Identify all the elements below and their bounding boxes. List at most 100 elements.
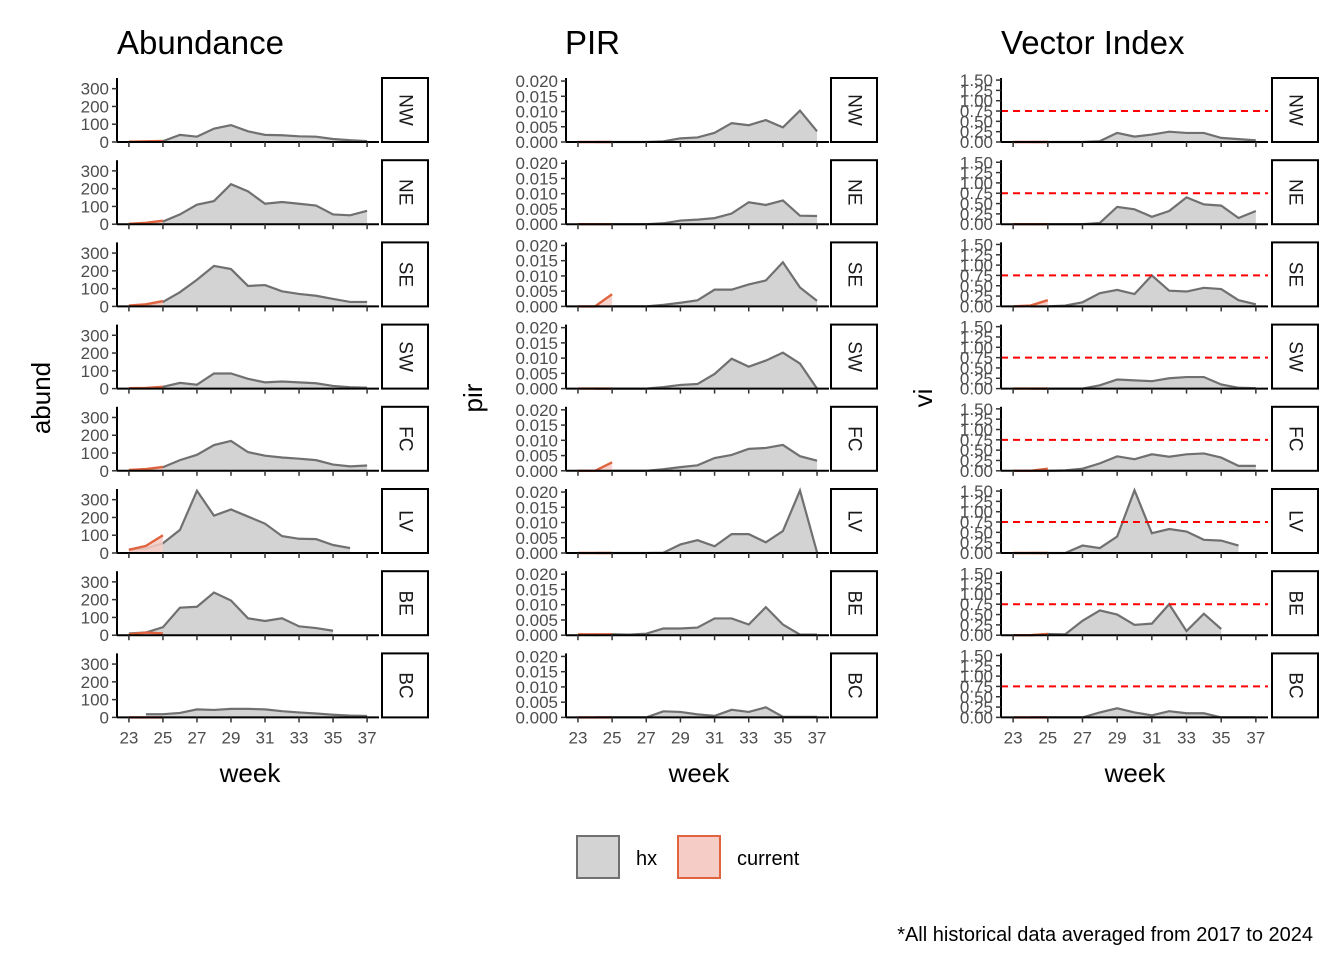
x-tick-label: 33 [739, 728, 758, 747]
y-tick-label: 0.005 [515, 447, 558, 466]
y-tick-label: 0.015 [515, 498, 558, 517]
y-tick-label: 200 [81, 180, 109, 199]
hx-area [1030, 377, 1256, 389]
y-tick-label: 0.50 [960, 688, 993, 707]
y-tick-label: 1.50 [960, 318, 993, 337]
legend: hx current [576, 835, 800, 879]
y-tick-label: 0.25 [960, 451, 993, 470]
y-tick-label: 1.25 [960, 246, 993, 265]
y-tick-label: 100 [81, 608, 109, 627]
y-tick-label: 0.25 [960, 369, 993, 388]
facet-label-nw: NW [844, 94, 865, 126]
y-tick-label: 100 [81, 197, 109, 216]
y-tick-label: 1.25 [960, 164, 993, 183]
facet-strip [830, 241, 878, 308]
y-tick-label: 0.25 [960, 123, 993, 142]
y-tick-label: 1.25 [960, 410, 993, 429]
x-tick-label: 29 [222, 728, 241, 747]
facet-label-nw: NW [395, 94, 416, 126]
y-tick-label: 0.000 [515, 626, 558, 645]
abundance-x-axis-title: week [219, 758, 282, 788]
y-tick-label: 200 [81, 344, 109, 363]
x-tick-label: 31 [256, 728, 275, 747]
hx-area [1030, 197, 1256, 225]
y-tick-label: 0.50 [960, 606, 993, 625]
panels-layer: 0100200300NW0100200300NE0100200300SE0100… [81, 71, 1319, 747]
y-tick-label: 300 [81, 573, 109, 592]
y-tick-label: 0.50 [960, 277, 993, 296]
y-tick-label: 300 [81, 491, 109, 510]
y-tick-label: 300 [81, 326, 109, 345]
x-tick-label: 23 [568, 728, 587, 747]
y-tick-label: 0.00 [960, 133, 993, 152]
hx-area [595, 707, 818, 718]
x-tick-label: 25 [603, 728, 622, 747]
y-tick-label: 0.010 [515, 596, 558, 615]
y-tick-label: 0.25 [960, 698, 993, 717]
facet-strip [381, 488, 429, 554]
facet-strip [1271, 405, 1319, 472]
current-line [128, 299, 164, 307]
y-tick-label: 0.010 [515, 349, 558, 368]
y-tick-label: 0 [100, 708, 109, 727]
legend-swatch-hx [576, 835, 620, 879]
y-tick-label: 0.000 [515, 133, 558, 152]
y-tick-label: 0.25 [960, 616, 993, 635]
y-tick-label: 0.000 [515, 462, 558, 481]
y-tick-label: 0.25 [960, 205, 993, 224]
y-tick-label: 1.00 [960, 585, 993, 604]
y-tick-label: 0.020 [515, 236, 558, 255]
y-tick-label: 0.005 [515, 118, 558, 137]
current-area [577, 294, 613, 307]
y-tick-label: 1.50 [960, 646, 993, 665]
y-tick-label: 1.00 [960, 92, 993, 111]
pir-title: PIR [565, 24, 620, 61]
y-tick-label: 0 [100, 544, 109, 563]
facet-label-bc: BC [1285, 672, 1306, 698]
y-tick-label: 0.000 [515, 297, 558, 316]
panel-2-nw: 0.000.250.500.751.001.251.50 NW [960, 71, 1319, 152]
y-tick-label: 0.50 [960, 195, 993, 214]
x-tick-label: 37 [358, 728, 377, 747]
y-tick-label: 0.020 [515, 647, 558, 666]
y-tick-label: 0.000 [515, 215, 558, 234]
facet-strip [381, 159, 429, 226]
y-tick-label: 0.00 [960, 380, 993, 399]
y-tick-label: 1.00 [960, 421, 993, 440]
hx-line [145, 707, 368, 718]
y-tick-label: 1.50 [960, 482, 993, 501]
facet-label-lv: LV [844, 510, 865, 532]
y-tick-label: 0.75 [960, 349, 993, 368]
hx-area [145, 708, 368, 718]
y-tick-label: 200 [81, 426, 109, 445]
x-tick-label: 31 [705, 728, 724, 747]
y-tick-label: 200 [81, 673, 109, 692]
y-tick-label: 1.25 [960, 575, 993, 594]
facet-strip [1271, 570, 1319, 637]
pir-y-axis-title: pir [458, 383, 488, 412]
hx-area [128, 592, 334, 636]
facet-label-be: BE [844, 591, 865, 616]
hx-line [595, 706, 818, 719]
facet-label-ne: NE [844, 179, 865, 205]
facet-label-lv: LV [1285, 510, 1306, 532]
y-tick-label: 0.25 [960, 287, 993, 306]
y-tick-label: 0.005 [515, 200, 558, 219]
y-tick-label: 0.010 [515, 185, 558, 204]
y-tick-label: 1.50 [960, 564, 993, 583]
facet-label-bc: BC [844, 672, 865, 698]
facet-strip [1271, 77, 1319, 143]
y-tick-label: 0 [100, 626, 109, 645]
hx-area [1030, 708, 1256, 718]
vector-index-x-axis-title: week [1104, 758, 1167, 788]
x-tick-label: 37 [808, 728, 827, 747]
hx-area [128, 490, 351, 553]
y-tick-label: 0.020 [515, 401, 558, 420]
y-tick-label: 0.020 [515, 319, 558, 338]
